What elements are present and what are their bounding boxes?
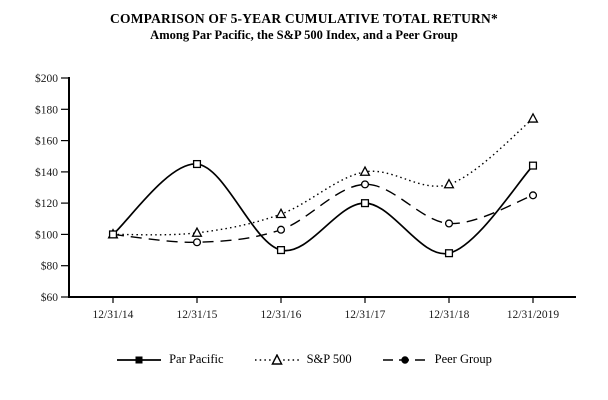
square-marker xyxy=(360,199,370,208)
circle-marker xyxy=(276,225,286,234)
y-tick-label: $120 xyxy=(35,197,58,210)
square-marker xyxy=(192,159,202,169)
square-marker xyxy=(276,246,286,255)
series-peer-group-line xyxy=(112,183,534,243)
legend-item-par-pacific: Par Pacific xyxy=(116,352,224,367)
legend-label-sp500: S&P 500 xyxy=(306,352,352,366)
par-pacific-line-sample-icon xyxy=(117,356,162,363)
y-tick-label: $80 xyxy=(41,260,59,273)
y-tick-label: $100 xyxy=(35,228,58,241)
x-tick-label: 12/31/14 xyxy=(93,309,134,321)
triangle-marker xyxy=(275,207,287,219)
series-layer xyxy=(107,112,539,258)
x-tick-label: 12/31/2019 xyxy=(507,309,560,321)
triangle-marker xyxy=(191,226,203,237)
x-tick-label: 12/31/16 xyxy=(261,309,302,321)
square-marker xyxy=(444,249,454,258)
x-tick-label: 12/31/18 xyxy=(429,309,470,321)
square-marker xyxy=(528,161,538,170)
legend-item-peer-group: Peer Group xyxy=(382,352,492,367)
chart-subtitle: Among Par Pacific, the S&P 500 Index, an… xyxy=(150,28,458,42)
peer-group-line-sample-icon xyxy=(382,355,427,364)
y-tick-label: $60 xyxy=(41,291,59,304)
circle-marker xyxy=(192,238,202,247)
x-tick-label: 12/31/17 xyxy=(345,309,386,321)
triangle-marker xyxy=(443,178,455,189)
sp500-line-sample-icon xyxy=(254,353,299,365)
series-par-pacific xyxy=(108,159,538,258)
x-axis-ticks xyxy=(112,297,534,303)
series-s-p-500-line xyxy=(112,118,534,236)
y-tick-label: $140 xyxy=(35,166,58,179)
circle-marker xyxy=(528,191,538,200)
legend-item-sp500: S&P 500 xyxy=(254,352,352,367)
legend: Par Pacific S&P 500 Peer Group xyxy=(0,352,608,367)
y-tick-label: $200 xyxy=(35,72,58,85)
triangle-marker xyxy=(359,165,371,176)
x-tick-label: 12/31/15 xyxy=(177,309,218,321)
triangle-marker xyxy=(527,112,539,123)
series-par-pacific-line xyxy=(112,163,534,255)
y-tick-label: $160 xyxy=(35,135,58,148)
series-s-p-500 xyxy=(107,112,539,239)
y-tick-label: $180 xyxy=(35,103,58,116)
circle-marker xyxy=(444,219,454,228)
series-peer-group xyxy=(108,180,538,247)
chart-title: COMPARISON OF 5-YEAR CUMULATIVE TOTAL RE… xyxy=(110,11,498,26)
legend-label-par-pacific: Par Pacific xyxy=(169,352,224,366)
square-marker xyxy=(108,230,118,239)
legend-label-peer-group: Peer Group xyxy=(434,352,492,366)
y-axis-ticks xyxy=(61,77,69,298)
circle-marker xyxy=(360,180,370,189)
